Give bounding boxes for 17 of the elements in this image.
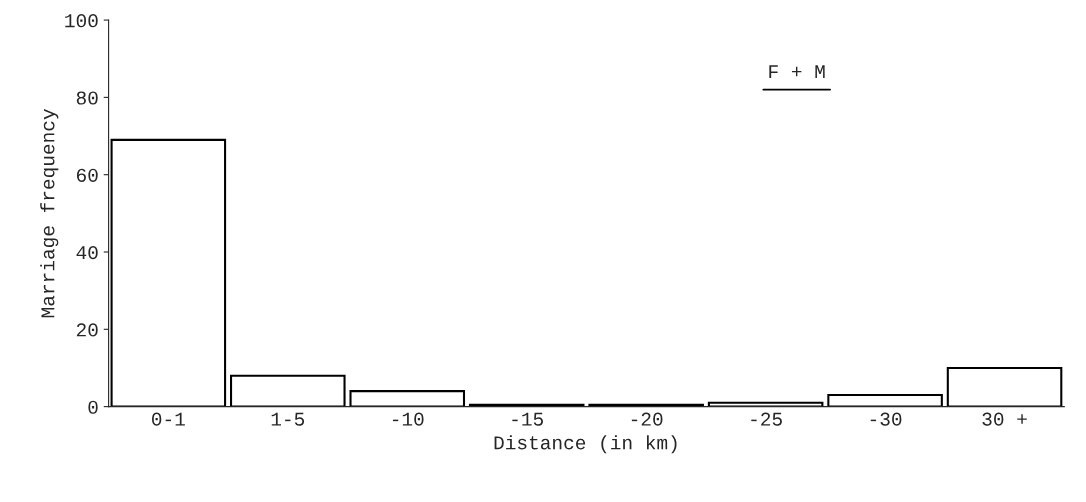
x-tick-label: -20 bbox=[631, 412, 663, 426]
x-tick-label: 30 + bbox=[982, 412, 1027, 426]
x-tick-label: -15 bbox=[512, 412, 543, 426]
y-axis-title: Marriage frequency bbox=[40, 108, 59, 318]
y-tick-label: 0 bbox=[88, 400, 98, 414]
y-tick-label: 40 bbox=[76, 246, 98, 260]
y-tick-label: 80 bbox=[76, 91, 98, 105]
x-tick-label: -10 bbox=[392, 412, 424, 426]
x-axis-title: Distance (in km) bbox=[494, 435, 677, 454]
x-tick-label: -30 bbox=[870, 412, 902, 426]
y-tick-label: 20 bbox=[76, 323, 98, 337]
x-tick-label: 1-5 bbox=[271, 412, 305, 426]
y-tick-label: 100 bbox=[65, 14, 98, 28]
annotation: F + M bbox=[769, 65, 825, 79]
x-tick-label: 0-1 bbox=[152, 412, 185, 426]
x-tick-label: -25 bbox=[751, 412, 782, 426]
y-tick-label: 60 bbox=[76, 168, 98, 182]
